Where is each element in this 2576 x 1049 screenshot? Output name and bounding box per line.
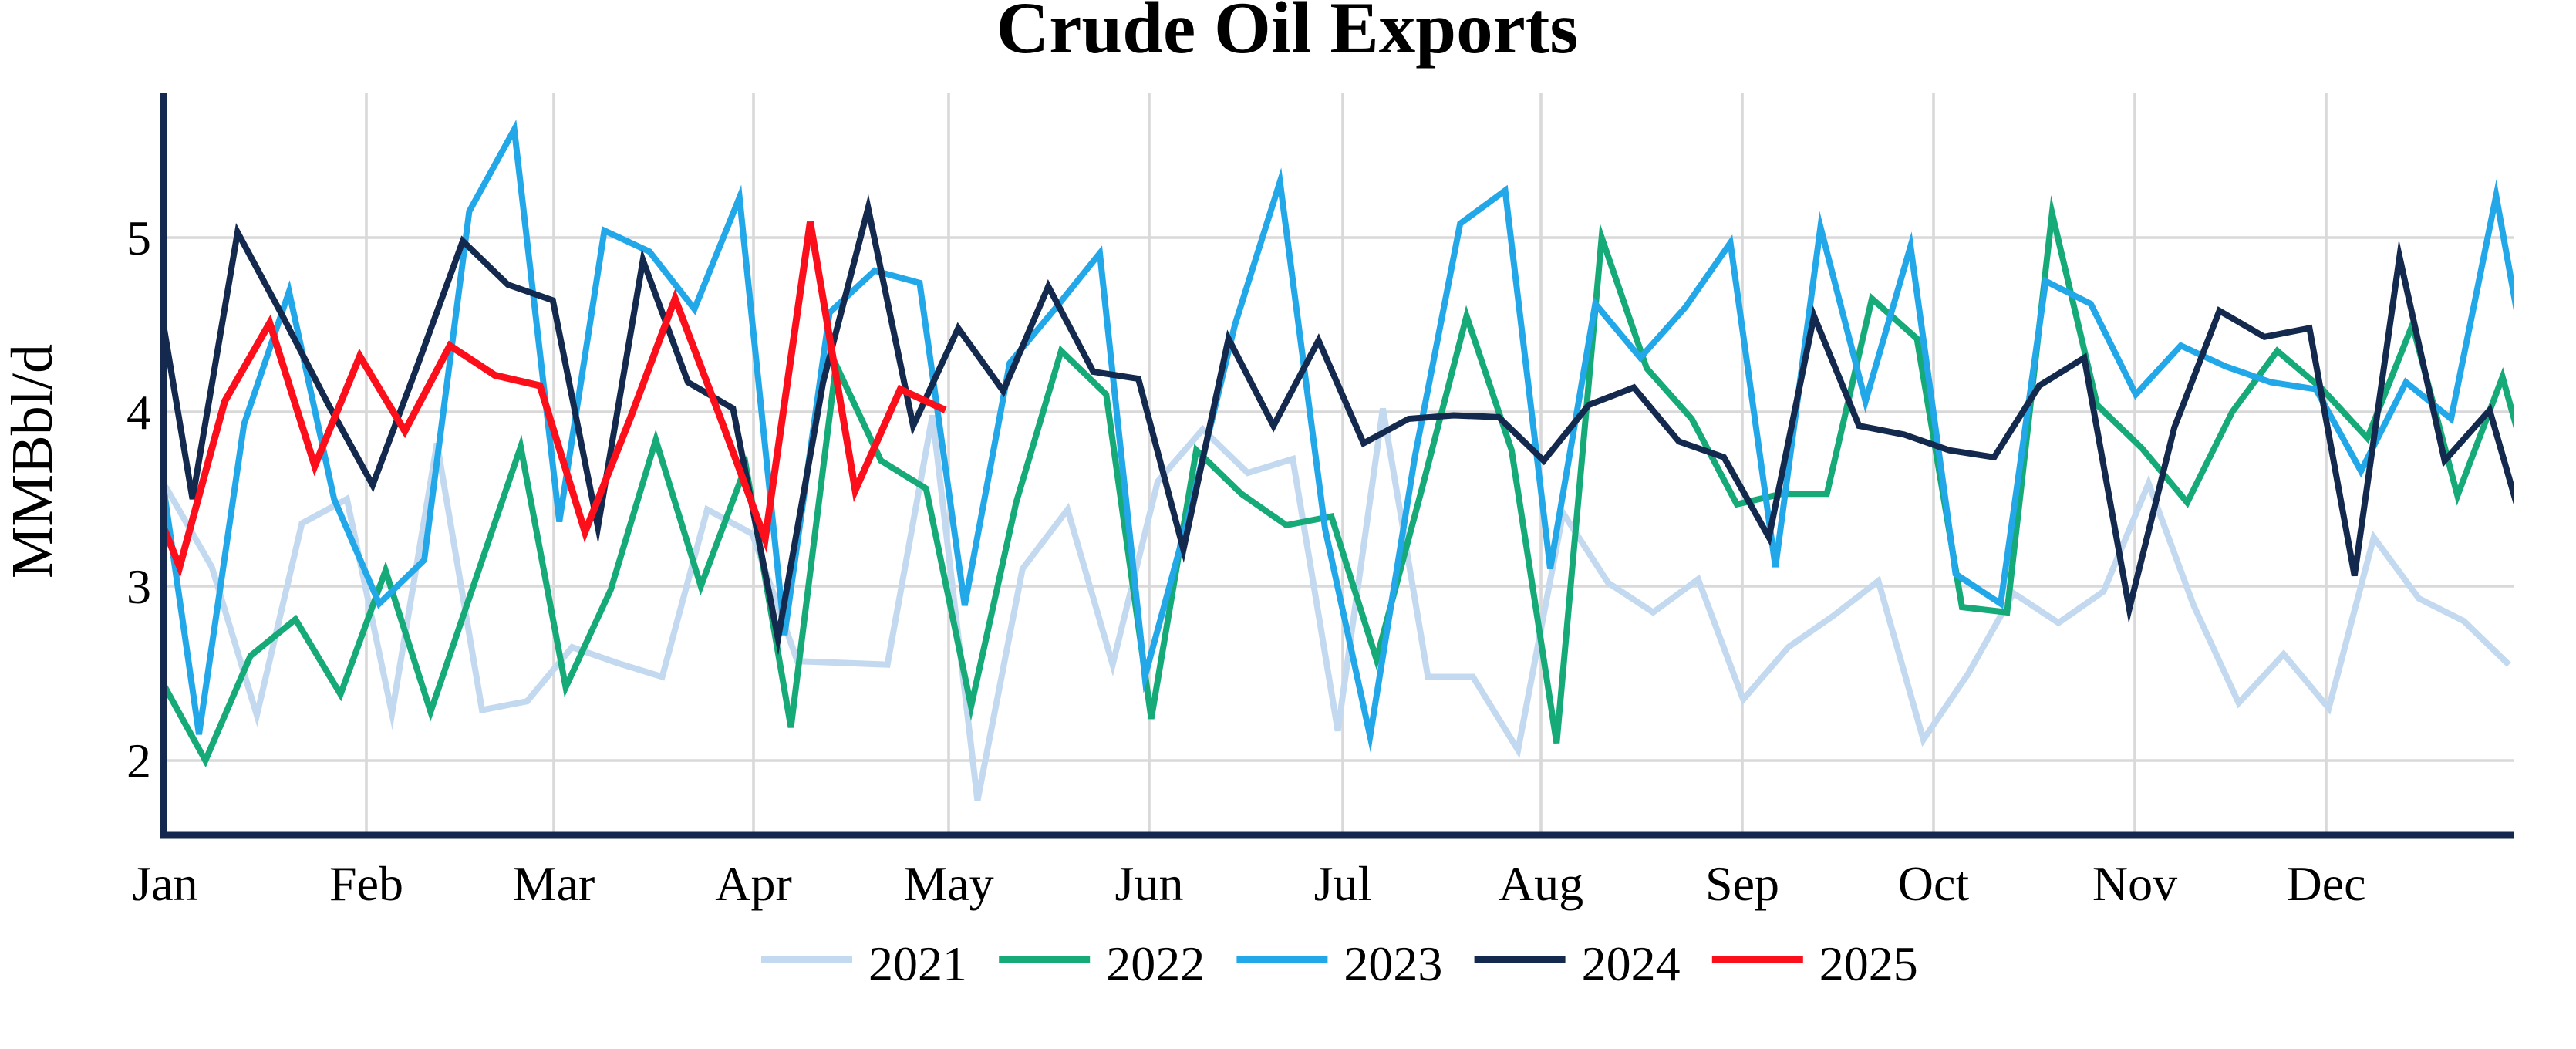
svg-text:2022: 2022 <box>1106 936 1205 991</box>
svg-text:Jul: Jul <box>1314 856 1372 911</box>
svg-text:3: 3 <box>126 559 151 614</box>
svg-text:Jun: Jun <box>1115 856 1184 911</box>
svg-text:2025: 2025 <box>1819 936 1918 991</box>
svg-text:4: 4 <box>126 385 151 440</box>
svg-text:Nov: Nov <box>2092 856 2177 911</box>
svg-text:Jan: Jan <box>132 856 197 911</box>
svg-text:Dec: Dec <box>2286 856 2365 911</box>
svg-text:Crude Oil Exports: Crude Oil Exports <box>996 0 1579 69</box>
svg-text:Aug: Aug <box>1499 856 1583 911</box>
svg-text:Mar: Mar <box>513 856 595 911</box>
svg-text:2021: 2021 <box>868 936 967 991</box>
svg-text:May: May <box>903 856 993 911</box>
svg-text:5: 5 <box>126 211 151 265</box>
svg-text:Feb: Feb <box>329 856 403 911</box>
svg-text:2023: 2023 <box>1344 936 1442 991</box>
svg-text:Apr: Apr <box>715 856 792 911</box>
svg-text:Sep: Sep <box>1705 856 1779 911</box>
svg-text:2: 2 <box>126 734 151 788</box>
svg-text:Oct: Oct <box>1898 856 1970 911</box>
svg-text:MMBbl/d: MMBbl/d <box>0 344 65 578</box>
svg-text:2024: 2024 <box>1582 936 1681 991</box>
